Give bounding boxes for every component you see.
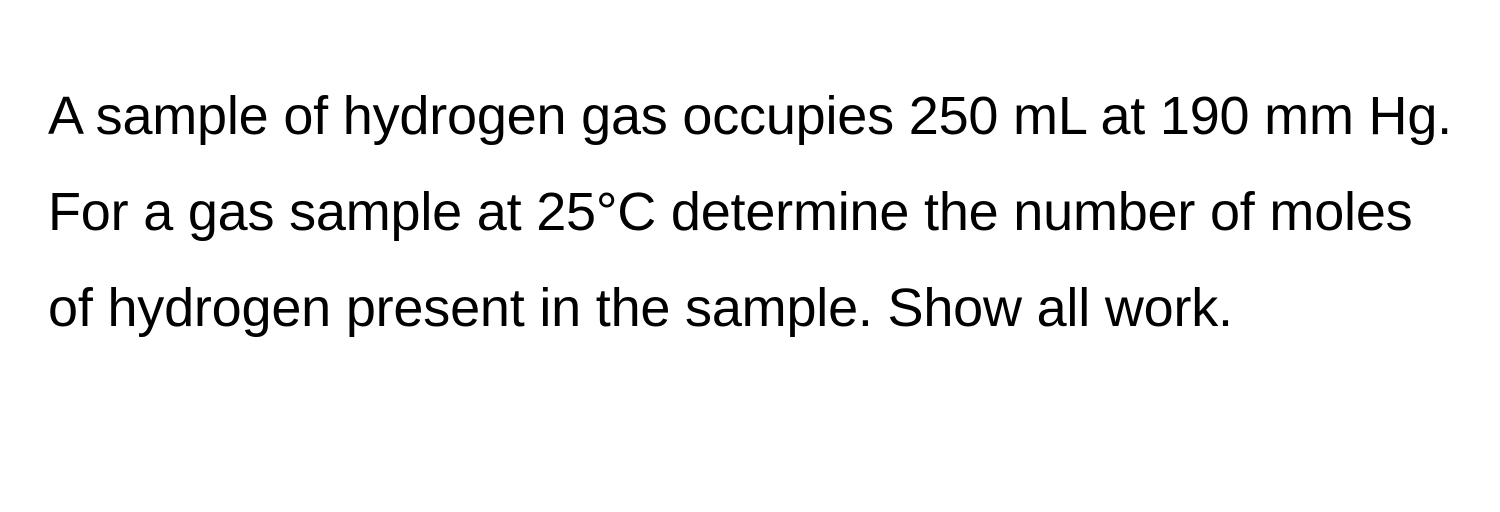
problem-container: A sample of hydrogen gas occupies 250 mL… xyxy=(0,0,1500,356)
problem-statement: A sample of hydrogen gas occupies 250 mL… xyxy=(48,68,1452,356)
